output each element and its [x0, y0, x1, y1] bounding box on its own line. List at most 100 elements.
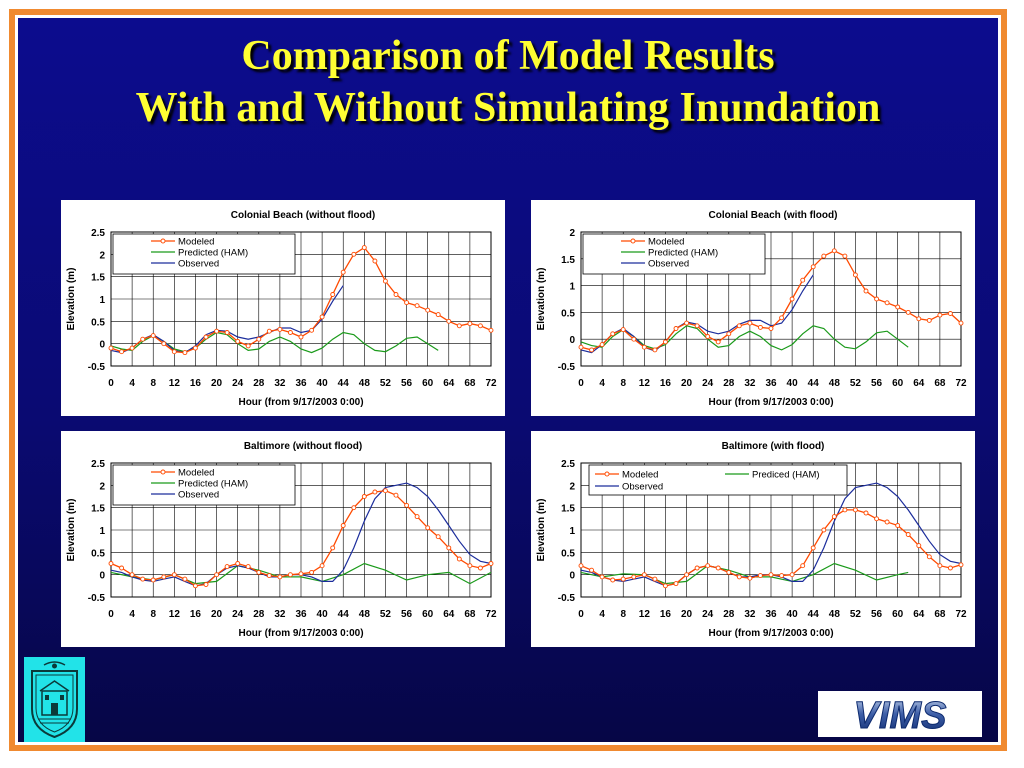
data-point-modeled — [958, 320, 964, 326]
y-tick-label: 0 — [569, 335, 575, 346]
data-point-modeled — [779, 573, 785, 579]
data-point-modeled — [256, 336, 262, 342]
legend-label-modeled: Modeled — [178, 468, 214, 479]
data-point-modeled — [726, 331, 732, 337]
data-point-modeled — [351, 505, 357, 511]
x-tick-label: 36 — [765, 609, 777, 620]
data-point-modeled — [800, 563, 806, 569]
data-point-modeled — [779, 315, 785, 321]
data-point-modeled — [694, 565, 700, 571]
data-point-modeled — [610, 331, 616, 337]
x-tick-label: 36 — [295, 378, 307, 389]
legend-label-modeled: Modeled — [178, 237, 214, 248]
x-tick-label: 4 — [129, 609, 135, 620]
data-point-modeled — [715, 339, 721, 345]
x-tick-label: 24 — [232, 378, 244, 389]
x-tick-label: 64 — [443, 609, 455, 620]
x-tick-label: 28 — [253, 378, 265, 389]
data-point-modeled — [895, 523, 901, 528]
x-tick-label: 56 — [871, 378, 883, 389]
data-point-modeled — [578, 344, 584, 350]
x-tick-label: 48 — [359, 609, 371, 620]
x-tick-label: 4 — [129, 378, 135, 389]
data-point-modeled — [620, 327, 626, 333]
data-point-modeled — [757, 324, 763, 330]
y-tick-label: 0 — [99, 340, 105, 351]
data-point-modeled — [652, 347, 658, 353]
legend-box — [112, 464, 296, 506]
data-point-modeled — [874, 516, 880, 522]
legend-label-modeled: Modeled — [648, 237, 684, 248]
y-axis-label: Elevation (m) — [536, 268, 547, 331]
x-tick-label: 24 — [702, 378, 714, 389]
x-tick-label: 20 — [681, 609, 693, 620]
y-tick-label: 1.5 — [561, 504, 575, 515]
data-point-modeled — [884, 519, 890, 525]
data-point-modeled — [852, 507, 858, 513]
x-tick-label: 20 — [681, 378, 693, 389]
x-tick-label: 24 — [232, 609, 244, 620]
data-point-modeled — [298, 334, 304, 340]
y-tick-label: 1 — [99, 295, 105, 306]
x-tick-label: 40 — [317, 378, 329, 389]
data-point-modeled — [382, 278, 388, 284]
chart-svg: Colonial Beach (with flood)0 4 8 12 16 20 24 28… — [536, 210, 967, 408]
data-point-modeled — [182, 576, 188, 582]
data-point-modeled — [129, 345, 135, 351]
x-tick-label: 12 — [639, 378, 651, 389]
data-point-modeled — [235, 338, 241, 344]
x-tick-label: 8 — [150, 609, 156, 620]
data-point-modeled — [277, 574, 283, 580]
x-tick-label: 52 — [380, 609, 392, 620]
x-tick-label: 32 — [744, 609, 756, 620]
data-point-modeled — [192, 583, 198, 589]
data-point-modeled — [652, 576, 658, 582]
legend-label-observed: Observed — [178, 259, 219, 270]
data-point-modeled — [810, 545, 816, 551]
data-point-modeled — [947, 565, 953, 571]
x-tick-label: 44 — [808, 378, 820, 389]
legend-marker-modeled — [160, 469, 166, 475]
data-point-modeled — [108, 561, 114, 566]
x-tick-label: 24 — [702, 609, 714, 620]
data-point-modeled — [937, 563, 943, 569]
data-point-modeled — [414, 303, 420, 309]
data-point-modeled — [926, 317, 932, 323]
data-point-modeled — [393, 492, 399, 498]
data-point-modeled — [287, 330, 293, 335]
data-point-modeled — [684, 320, 690, 326]
x-tick-label: 48 — [829, 609, 841, 620]
vims-logo-text: VIMS — [854, 695, 947, 737]
x-tick-label: 56 — [871, 609, 883, 620]
data-point-modeled — [214, 572, 220, 578]
data-point-modeled — [446, 545, 452, 551]
data-point-modeled — [578, 563, 584, 569]
x-tick-label: 56 — [401, 378, 413, 389]
data-point-modeled — [372, 258, 378, 264]
data-point-modeled — [224, 330, 230, 335]
y-tick-label: 0 — [99, 571, 105, 582]
y-tick-label: 1.5 — [561, 255, 575, 266]
data-point-modeled — [245, 343, 251, 349]
data-point-modeled — [821, 253, 827, 259]
y-tick-label: 0.5 — [91, 548, 105, 559]
x-tick-label: 0 — [578, 378, 584, 389]
data-point-modeled — [810, 264, 816, 270]
x-tick-label: 4 — [599, 609, 605, 620]
y-tick-label: 2 — [99, 481, 105, 492]
x-tick-label: 60 — [892, 609, 904, 620]
data-point-modeled — [905, 532, 911, 537]
data-point-modeled — [488, 327, 494, 333]
data-point-modeled — [467, 321, 473, 327]
data-point-modeled — [435, 312, 441, 318]
x-tick-label: 72 — [955, 609, 967, 620]
y-tick-label: -0.5 — [558, 593, 576, 604]
x-tick-label: 68 — [464, 609, 476, 620]
data-point-modeled — [330, 292, 336, 297]
data-point-modeled — [842, 507, 848, 513]
legend-label-predicted: Predicted (HAM) — [648, 248, 718, 259]
y-tick-label: 1.5 — [91, 504, 105, 515]
legend: Modeled Prediced (HAM) Observed — [588, 464, 848, 496]
x-tick-label: 68 — [934, 609, 946, 620]
x-tick-label: 12 — [169, 609, 181, 620]
